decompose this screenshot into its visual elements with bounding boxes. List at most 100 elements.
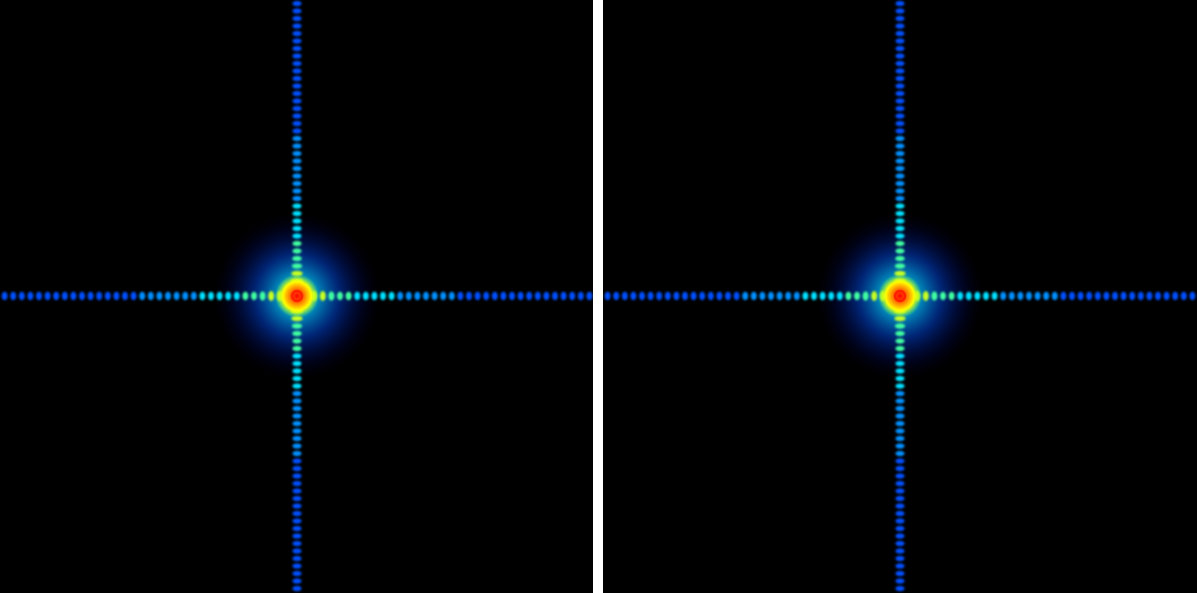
horizontal-fringe: [560, 291, 567, 301]
vertical-fringe: [292, 210, 302, 217]
horizontal-fringe: [983, 291, 989, 301]
vertical-fringe: [895, 75, 905, 82]
horizontal-fringe: [337, 291, 343, 301]
horizontal-fringe: [319, 291, 326, 301]
vertical-fringe: [292, 180, 302, 187]
vertical-fringe: [292, 375, 302, 382]
vertical-fringe: [292, 53, 302, 59]
horizontal-fringe: [182, 291, 189, 301]
horizontal-fringe: [354, 291, 361, 301]
horizontal-fringe: [70, 291, 77, 301]
vertical-fringe: [292, 150, 302, 157]
vertical-fringe: [292, 345, 302, 352]
vertical-fringe: [895, 330, 905, 337]
horizontal-fringe: [957, 291, 964, 301]
horizontal-fringe: [552, 291, 558, 301]
diffraction-panel-right: [603, 0, 1197, 593]
vertical-fringe: [895, 195, 905, 202]
vertical-fringe: [895, 83, 905, 89]
horizontal-fringe: [1000, 291, 1007, 301]
horizontal-fringe: [699, 291, 706, 301]
horizontal-fringe: [87, 291, 94, 301]
horizontal-fringe: [1120, 291, 1127, 301]
horizontal-fringe: [61, 291, 68, 301]
vertical-fringe: [292, 165, 302, 172]
horizontal-fringe: [44, 291, 51, 301]
horizontal-fringe: [500, 291, 507, 301]
vertical-fringe: [895, 128, 905, 134]
vertical-fringe: [895, 60, 905, 67]
vertical-fringe: [895, 585, 905, 592]
vertical-fringe: [292, 488, 302, 494]
horizontal-fringe: [673, 291, 680, 301]
vertical-fringe: [292, 383, 302, 389]
vertical-fringe: [292, 83, 302, 89]
vertical-fringe: [895, 540, 905, 547]
horizontal-fringe: [18, 291, 25, 301]
vertical-fringe: [895, 548, 905, 554]
horizontal-fringe: [811, 291, 817, 301]
horizontal-fringe: [802, 291, 809, 301]
vertical-fringe: [895, 225, 905, 232]
horizontal-fringe: [1069, 291, 1075, 301]
vertical-fringe: [292, 435, 302, 442]
vertical-fringe: [895, 375, 905, 382]
central-ring: [893, 289, 907, 303]
vertical-fringe: [292, 158, 302, 164]
vertical-fringe: [895, 120, 905, 127]
vertical-fringe: [895, 420, 905, 427]
horizontal-fringe: [768, 291, 774, 301]
vertical-fringe: [895, 15, 905, 22]
vertical-fringe: [895, 240, 905, 247]
horizontal-fringe: [1077, 291, 1084, 301]
vertical-fringe: [292, 30, 302, 37]
vertical-fringe: [894, 323, 906, 329]
vertical-fringe: [292, 428, 302, 434]
diffraction-pattern: [604, 0, 1196, 592]
horizontal-fringe: [190, 291, 197, 301]
vertical-fringe: [895, 518, 905, 524]
horizontal-fringe: [526, 291, 533, 301]
horizontal-fringe: [733, 291, 740, 301]
vertical-fringe: [292, 128, 302, 134]
vertical-fringe: [895, 353, 905, 359]
horizontal-fringe: [423, 291, 429, 301]
vertical-fringe: [895, 233, 905, 239]
horizontal-fringe: [173, 291, 180, 301]
vertical-fringe: [292, 465, 302, 472]
horizontal-fringe: [965, 291, 972, 301]
horizontal-fringe: [819, 291, 826, 301]
vertical-fringe: [895, 435, 905, 442]
horizontal-fringe: [122, 291, 128, 301]
diffraction-pattern: [1, 0, 593, 592]
horizontal-fringe: [1180, 291, 1187, 301]
vertical-fringe: [292, 540, 302, 547]
vertical-fringe: [895, 218, 905, 224]
horizontal-fringe: [690, 291, 697, 301]
horizontal-fringe: [948, 291, 955, 301]
horizontal-fringe: [759, 291, 766, 301]
horizontal-fringe: [130, 291, 137, 301]
horizontal-fringe: [750, 291, 757, 301]
horizontal-fringe: [630, 291, 637, 301]
vertical-fringe: [895, 503, 905, 509]
horizontal-fringe: [483, 291, 490, 301]
vertical-fringe: [895, 0, 905, 7]
horizontal-fringe: [1017, 291, 1024, 301]
horizontal-fringe: [10, 291, 17, 301]
horizontal-fringe: [457, 291, 464, 301]
vertical-fringe: [895, 135, 905, 142]
vertical-fringe: [292, 90, 302, 97]
horizontal-fringe: [36, 291, 42, 301]
vertical-fringe: [895, 23, 905, 29]
diffraction-panel-left: [0, 0, 593, 593]
horizontal-fringe: [940, 291, 946, 301]
horizontal-fringe: [922, 291, 929, 301]
horizontal-fringe: [569, 291, 576, 301]
horizontal-fringe: [371, 291, 378, 301]
horizontal-fringe: [621, 291, 628, 301]
horizontal-fringe: [1163, 291, 1170, 301]
vertical-fringe: [292, 143, 302, 149]
vertical-fringe: [292, 338, 302, 344]
vertical-fringe: [895, 255, 905, 262]
